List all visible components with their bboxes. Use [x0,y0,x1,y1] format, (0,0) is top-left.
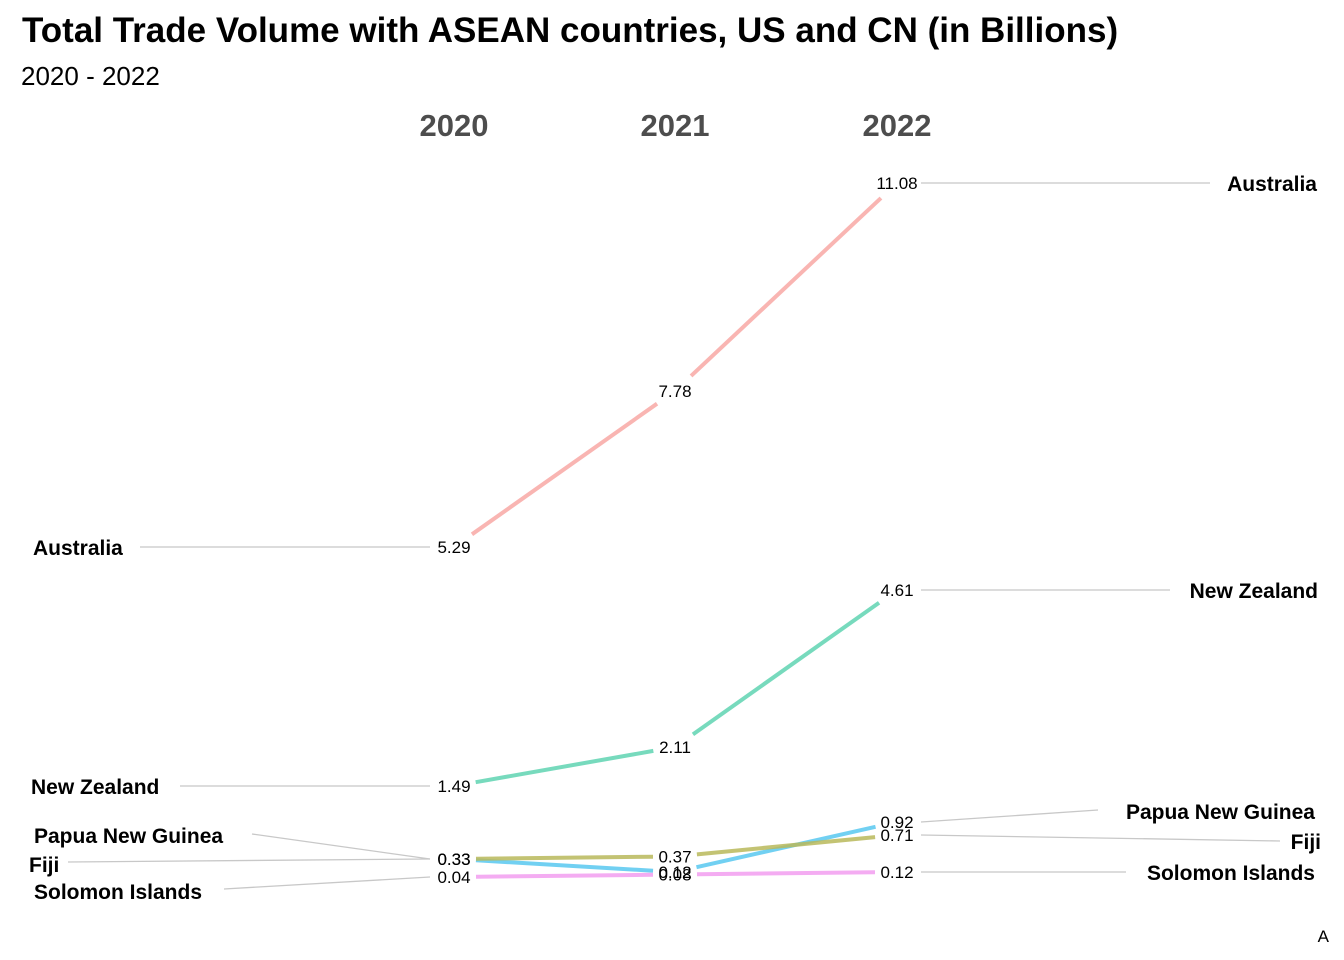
papua-new-guinea-value-2021: 0.12 [658,863,691,882]
series-lines [470,196,883,879]
year-label-2022: 2022 [863,108,932,143]
new-zealand-right-label: New Zealand [1190,580,1318,603]
solomon-islands-left-label: Solomon Islands [34,881,202,904]
australia-right-label: Australia [1227,173,1317,196]
papua-new-guinea-value-2020: 0.33 [437,850,470,869]
year-label-2021: 2021 [641,108,710,143]
country-labels: Australia Australia New Zealand New Zealand… [29,173,1321,904]
fiji-value-2020: 0.33 [437,850,470,869]
papua-new-guinea-value-2022: 0.92 [880,813,913,832]
new-zealand-segment-2020-2021 [475,748,654,785]
australia-value-2021: 7.78 [658,382,691,401]
fiji-right-label: Fiji [1291,831,1321,854]
value-labels: 5.29 7.78 11.08 1.49 2.11 4.61 0.33 0.12 0.92 0.3… [437,174,917,887]
label-leader-lines [67,182,1281,890]
fiji-left-leader [67,858,431,863]
fiji-segment-2021-2022 [696,835,876,857]
fiji-value-2022: 0.71 [880,826,913,845]
new-zealand-value-2020: 1.49 [437,777,470,796]
papua-new-guinea-left-label: Papua New Guinea [34,825,223,848]
solomon-islands-segment-2020-2021 [475,872,654,879]
australia-left-label: Australia [33,537,123,560]
papua-new-guinea-left-leader [251,833,431,860]
australia-value-2020: 5.29 [437,538,470,557]
solomon-islands-value-2022: 0.12 [880,863,913,882]
fiji-segment-2020-2021 [475,854,654,861]
year-label-2020: 2020 [420,108,489,143]
papua-new-guinea-right-label: Papua New Guinea [1126,801,1315,824]
australia-segment-2021-2022 [689,196,883,378]
solomon-islands-segment-2021-2022 [696,870,876,877]
solomon-islands-right-label: Solomon Islands [1147,862,1315,885]
papua-new-guinea-segment-2020-2021 [475,858,654,873]
papua-new-guinea-right-leader [920,809,1099,823]
fiji-value-2021: 0.37 [658,847,691,866]
year-labels: 2020 2021 2022 [420,108,932,143]
new-zealand-value-2021: 2.11 [659,738,691,757]
fiji-right-leader [920,834,1281,842]
australia-value-2022: 11.08 [876,174,917,193]
new-zealand-segment-2021-2022 [691,601,881,736]
chart-caption: A [1318,927,1330,946]
solomon-islands-value-2021: 0.08 [658,866,691,885]
chart-title: Total Trade Volume with ASEAN countries,… [22,11,1118,50]
fiji-left-label: Fiji [29,854,59,877]
new-zealand-left-label: New Zealand [31,776,159,799]
solomon-islands-left-leader [223,876,431,890]
chart-subtitle: 2020 - 2022 [21,61,160,91]
solomon-islands-value-2020: 0.04 [437,868,470,887]
new-zealand-value-2022: 4.61 [880,581,913,600]
australia-segment-2020-2021 [470,402,659,536]
